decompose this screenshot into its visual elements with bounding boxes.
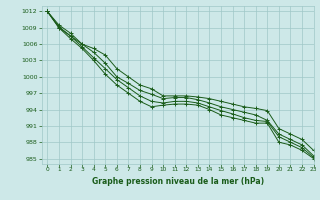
X-axis label: Graphe pression niveau de la mer (hPa): Graphe pression niveau de la mer (hPa) <box>92 177 264 186</box>
